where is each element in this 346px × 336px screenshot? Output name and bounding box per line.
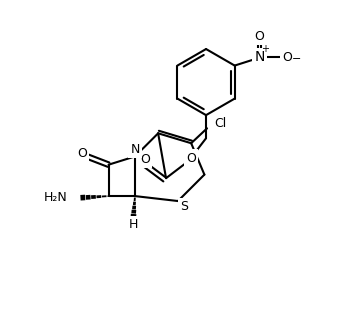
Text: S: S [180,201,188,213]
Text: N: N [130,143,140,156]
Text: O: O [77,146,87,160]
Text: Cl: Cl [214,117,227,130]
Text: O: O [140,153,150,166]
Text: N: N [254,50,265,64]
Text: H₂N: H₂N [44,191,68,204]
Text: O: O [283,51,292,64]
Text: H: H [129,218,138,232]
Text: O: O [255,30,264,43]
Text: O: O [186,152,196,165]
Text: −: − [292,54,301,64]
Text: +: + [261,44,270,54]
